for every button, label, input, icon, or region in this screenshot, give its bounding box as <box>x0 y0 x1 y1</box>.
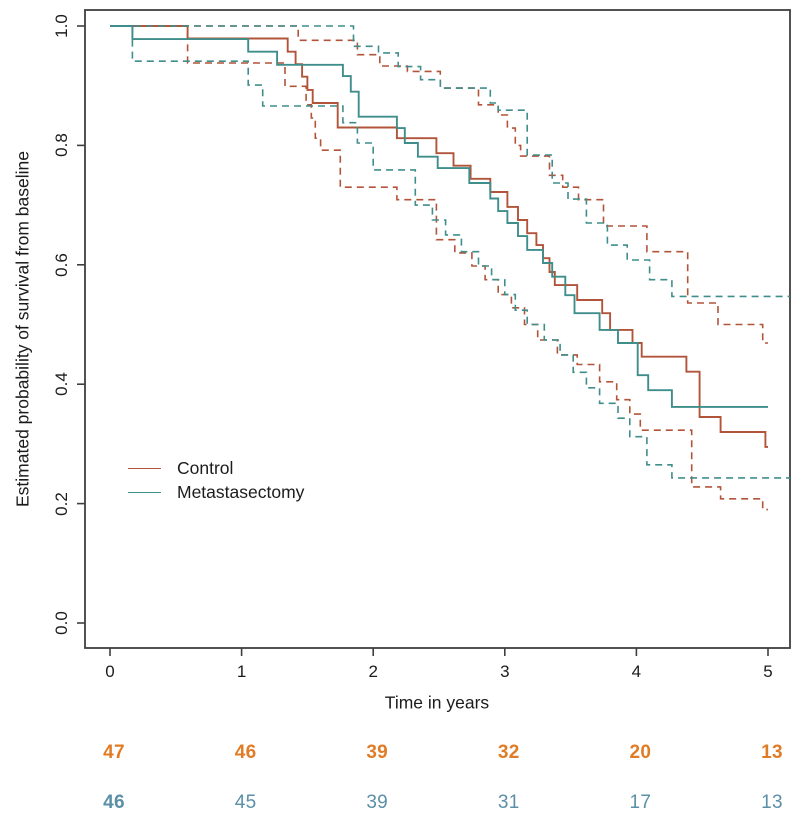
curve-control-upper-95-ci <box>110 25 768 344</box>
control-at-risk-value: 39 <box>366 742 389 763</box>
x-tick-label: 4 <box>631 662 642 681</box>
curve-control-lower-95-ci <box>110 25 768 511</box>
metastasectomy-line-swatch <box>128 491 161 493</box>
x-tick-label: 5 <box>763 662 773 681</box>
legend-item-control: Control <box>128 456 304 480</box>
x-tick-label: 3 <box>500 662 510 681</box>
y-tick-label: 0.0 <box>52 611 71 635</box>
y-tick-label: 0.2 <box>52 491 71 516</box>
y-tick-label: 0.6 <box>52 252 71 277</box>
legend-label-control: Control <box>177 457 234 478</box>
control-at-risk-value: 32 <box>497 742 520 763</box>
x-tick-label: 0 <box>105 662 115 681</box>
y-tick-label: 1.0 <box>52 14 71 38</box>
control-at-risk-value: 46 <box>234 742 257 763</box>
metastasectomy-at-risk-value: 39 <box>366 792 389 813</box>
plot-border <box>84 9 791 649</box>
metastasectomy-at-risk-value: 17 <box>629 792 652 813</box>
legend-label-metastasectomy: Metastasectomy <box>177 481 305 502</box>
x-axis-title: Time in years <box>384 692 490 713</box>
x-tick-label: 1 <box>236 662 247 681</box>
y-tick-label: 0.4 <box>52 372 71 397</box>
metastasectomy-at-risk-value: 46 <box>103 792 125 813</box>
metastasectomy-at-risk-value: 31 <box>497 792 520 813</box>
x-tick-label: 2 <box>368 662 378 681</box>
control-at-risk-value: 20 <box>629 742 652 763</box>
legend: Control Metastasectomy <box>128 456 304 504</box>
curve-metastasectomy-lower-95-ci <box>110 25 790 479</box>
y-axis-title: Estimated probability of survival from b… <box>12 151 33 507</box>
control-line-swatch <box>128 467 161 469</box>
curve-metastasectomy <box>110 25 768 408</box>
curve-metastasectomy-upper-95-ci <box>110 25 790 298</box>
metastasectomy-at-risk-value: 13 <box>761 792 783 813</box>
control-at-risk-value: 47 <box>103 742 125 763</box>
curve-control <box>110 25 768 448</box>
legend-item-metastasectomy: Metastasectomy <box>128 480 304 504</box>
control-at-risk-value: 13 <box>761 742 783 763</box>
metastasectomy-at-risk-value: 45 <box>234 792 257 813</box>
y-tick-label: 0.8 <box>52 133 71 158</box>
